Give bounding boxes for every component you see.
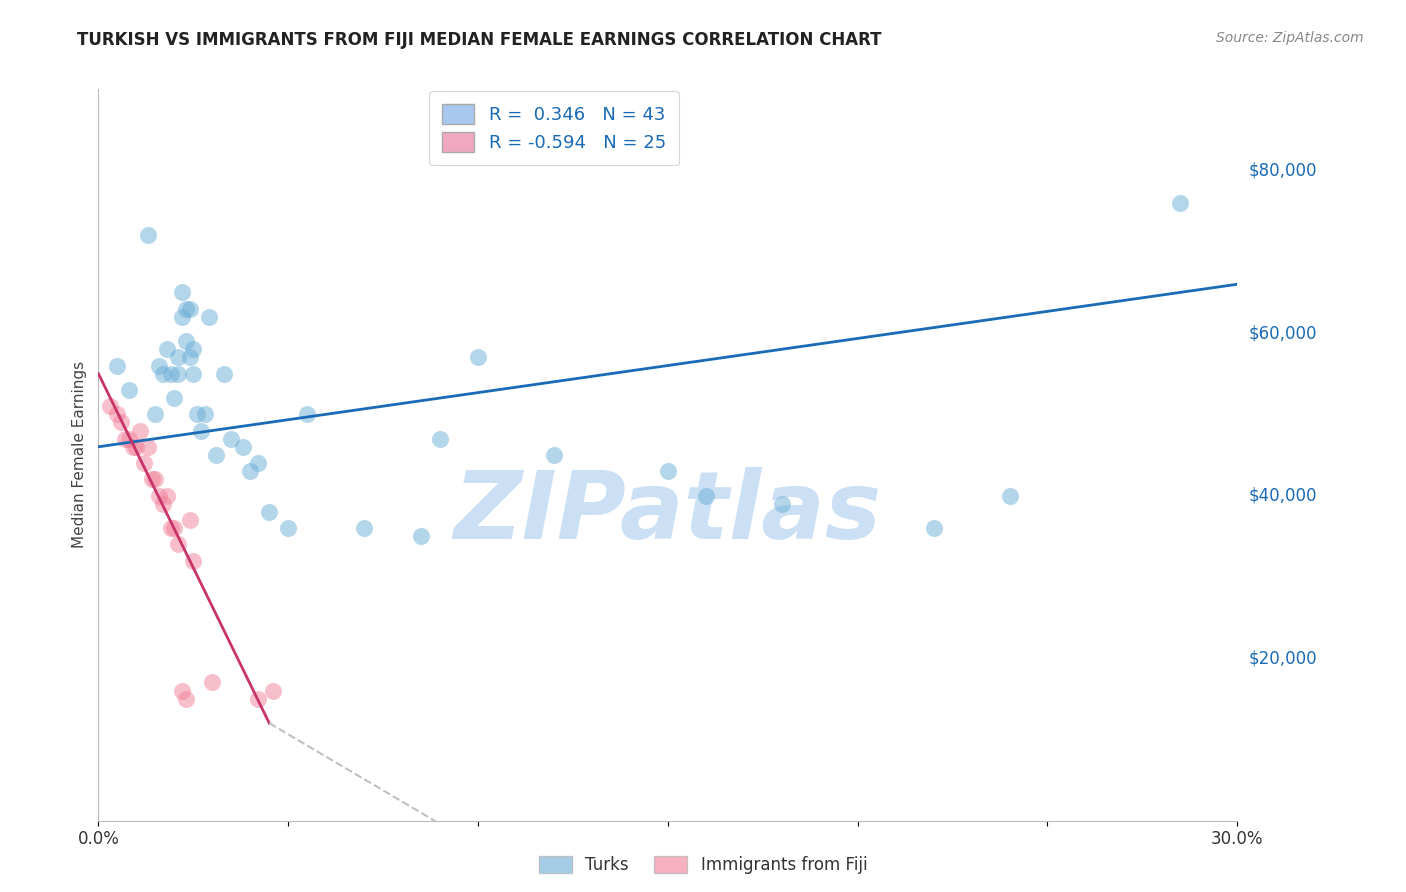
Point — [922, 521, 945, 535]
Point — [156, 489, 179, 503]
Point — [297, 407, 319, 421]
Text: TURKISH VS IMMIGRANTS FROM FIJI MEDIAN FEMALE EARNINGS CORRELATION CHART: TURKISH VS IMMIGRANTS FROM FIJI MEDIAN F… — [77, 31, 882, 49]
Point — [145, 472, 167, 486]
Text: ZIPatlas: ZIPatlas — [454, 467, 882, 559]
Point — [277, 521, 299, 535]
Point — [114, 432, 136, 446]
Point — [136, 440, 159, 454]
Point — [170, 285, 193, 300]
Point — [179, 301, 201, 316]
Point — [152, 497, 174, 511]
Point — [657, 464, 679, 478]
Point — [695, 489, 717, 503]
Point — [770, 497, 793, 511]
Point — [174, 334, 197, 348]
Point — [174, 301, 197, 316]
Point — [239, 464, 262, 478]
Point — [179, 513, 201, 527]
Point — [429, 432, 451, 446]
Point — [148, 489, 170, 503]
Point — [170, 310, 193, 324]
Point — [186, 407, 208, 421]
Point — [163, 521, 186, 535]
Point — [411, 529, 433, 543]
Point — [152, 367, 174, 381]
Legend: R =  0.346   N = 43, R = -0.594   N = 25: R = 0.346 N = 43, R = -0.594 N = 25 — [429, 91, 679, 165]
Point — [170, 683, 193, 698]
Point — [132, 456, 155, 470]
Point — [148, 359, 170, 373]
Point — [167, 537, 190, 551]
Point — [136, 228, 159, 243]
Point — [159, 521, 181, 535]
Point — [190, 424, 212, 438]
Point — [98, 399, 121, 413]
Point — [221, 432, 243, 446]
Point — [232, 440, 254, 454]
Point — [194, 407, 217, 421]
Point — [174, 691, 197, 706]
Point — [129, 424, 152, 438]
Point — [183, 367, 205, 381]
Point — [118, 432, 141, 446]
Text: $40,000: $40,000 — [1249, 486, 1317, 505]
Point — [183, 343, 205, 357]
Point — [246, 691, 269, 706]
Point — [246, 456, 269, 470]
Text: $80,000: $80,000 — [1249, 161, 1317, 179]
Point — [110, 416, 132, 430]
Point — [205, 448, 228, 462]
Point — [179, 351, 201, 365]
Point — [467, 351, 489, 365]
Point — [998, 489, 1021, 503]
Text: $60,000: $60,000 — [1249, 324, 1317, 342]
Point — [107, 359, 129, 373]
Legend: Turks, Immigrants from Fiji: Turks, Immigrants from Fiji — [529, 846, 877, 884]
Point — [201, 675, 224, 690]
Point — [145, 407, 167, 421]
Point — [543, 448, 565, 462]
Point — [262, 683, 284, 698]
Point — [141, 472, 163, 486]
Text: Source: ZipAtlas.com: Source: ZipAtlas.com — [1216, 31, 1364, 45]
Point — [156, 343, 179, 357]
Point — [107, 407, 129, 421]
Point — [1170, 196, 1192, 211]
Point — [259, 505, 281, 519]
Point — [197, 310, 219, 324]
Point — [159, 367, 181, 381]
Point — [121, 440, 143, 454]
Point — [167, 351, 190, 365]
Text: $20,000: $20,000 — [1249, 649, 1317, 667]
Point — [167, 367, 190, 381]
Point — [118, 383, 141, 397]
Point — [353, 521, 375, 535]
Point — [125, 440, 148, 454]
Point — [183, 553, 205, 567]
Point — [212, 367, 235, 381]
Y-axis label: Median Female Earnings: Median Female Earnings — [72, 361, 87, 549]
Point — [163, 391, 186, 405]
